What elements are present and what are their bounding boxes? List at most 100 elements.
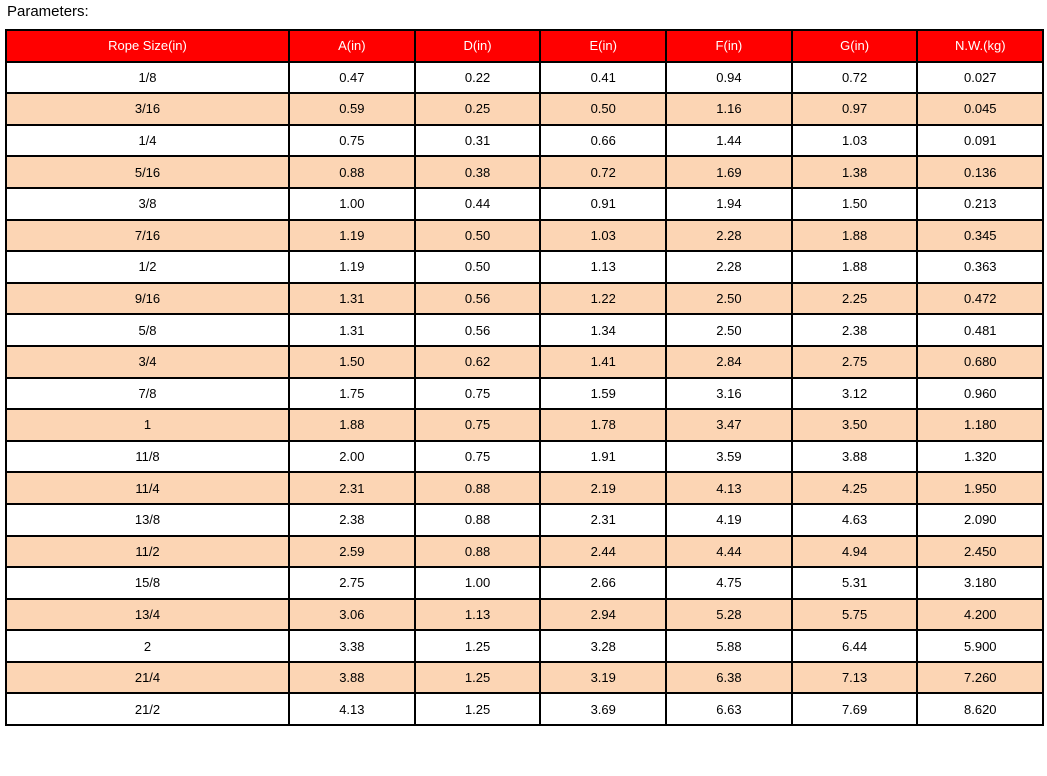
cell-g: 5.31 [790, 566, 919, 600]
cell-g: 7.13 [790, 660, 919, 695]
cell-f: 2.50 [665, 313, 793, 347]
cell-f: 1.16 [665, 92, 793, 126]
cell-f: 2.84 [665, 344, 793, 379]
cell-f: 2.50 [665, 281, 793, 316]
cell-g: 0.72 [790, 60, 919, 95]
cell-a: 1.31 [288, 281, 416, 316]
header-a: A(in) [288, 29, 416, 63]
table-row: 7/16 1.19 0.50 1.03 2.28 1.88 0.345 [5, 218, 1045, 253]
cell-g: 1.88 [790, 250, 919, 284]
table-row: 21/4 3.88 1.25 3.19 6.38 7.13 7.260 [5, 660, 1045, 695]
cell-d: 1.13 [413, 597, 542, 632]
cell-rope-size: 3/4 [5, 344, 290, 379]
table-row: 3/4 1.50 0.62 1.41 2.84 2.75 0.680 [5, 344, 1045, 379]
cell-d: 0.56 [413, 313, 542, 347]
cell-rope-size: 15/8 [5, 566, 290, 600]
cell-a: 0.59 [288, 92, 416, 126]
cell-net-weight: 0.363 [916, 250, 1045, 284]
cell-a: 2.75 [288, 566, 416, 600]
cell-rope-size: 5/8 [5, 313, 290, 347]
cell-f: 1.94 [665, 186, 793, 221]
table-row: 15/8 2.75 1.00 2.66 4.75 5.31 3.180 [5, 566, 1045, 600]
table-row: 1 1.88 0.75 1.78 3.47 3.50 1.180 [5, 408, 1045, 442]
cell-f: 3.16 [665, 376, 793, 411]
cell-g: 4.94 [790, 534, 919, 569]
table-row: 3/8 1.00 0.44 0.91 1.94 1.50 0.213 [5, 186, 1045, 221]
cell-net-weight: 2.450 [916, 534, 1045, 569]
cell-a: 0.47 [288, 60, 416, 95]
header-f: F(in) [665, 29, 793, 63]
table-row: 5/8 1.31 0.56 1.34 2.50 2.38 0.481 [5, 313, 1045, 347]
table-row: 1/4 0.75 0.31 0.66 1.44 1.03 0.091 [5, 123, 1045, 158]
cell-d: 0.56 [413, 281, 542, 316]
cell-net-weight: 0.960 [916, 376, 1045, 411]
cell-e: 2.94 [539, 597, 668, 632]
cell-g: 2.38 [790, 313, 919, 347]
cell-d: 0.62 [413, 344, 542, 379]
cell-d: 0.50 [413, 218, 542, 253]
cell-a: 1.31 [288, 313, 416, 347]
cell-net-weight: 3.180 [916, 566, 1045, 600]
cell-d: 1.00 [413, 566, 542, 600]
cell-net-weight: 0.027 [916, 60, 1045, 95]
cell-e: 1.13 [539, 250, 668, 284]
cell-e: 2.31 [539, 502, 668, 537]
cell-d: 0.75 [413, 439, 542, 474]
cell-f: 3.59 [665, 439, 793, 474]
cell-a: 0.75 [288, 123, 416, 158]
parameters-table: Rope Size(in) A(in) D(in) E(in) F(in) G(in) N.… [5, 29, 1045, 727]
cell-e: 2.44 [539, 534, 668, 569]
table-body: 1/8 0.47 0.22 0.41 0.94 0.72 0.027 3/16 0.59 0.25… [5, 60, 1045, 727]
cell-a: 3.06 [288, 597, 416, 632]
cell-net-weight: 1.950 [916, 471, 1045, 505]
cell-d: 1.25 [413, 660, 542, 695]
table-row: 7/8 1.75 0.75 1.59 3.16 3.12 0.960 [5, 376, 1045, 411]
cell-d: 0.88 [413, 471, 542, 505]
cell-net-weight: 0.481 [916, 313, 1045, 347]
cell-d: 0.31 [413, 123, 542, 158]
cell-d: 0.25 [413, 92, 542, 126]
cell-net-weight: 0.136 [916, 155, 1045, 189]
cell-e: 3.28 [539, 629, 668, 663]
cell-f: 1.44 [665, 123, 793, 158]
cell-e: 0.91 [539, 186, 668, 221]
table-row: 11/4 2.31 0.88 2.19 4.13 4.25 1.950 [5, 471, 1045, 505]
cell-a: 2.38 [288, 502, 416, 537]
cell-rope-size: 13/8 [5, 502, 290, 537]
table-row: 13/8 2.38 0.88 2.31 4.19 4.63 2.090 [5, 502, 1045, 537]
cell-net-weight: 0.680 [916, 344, 1045, 379]
cell-a: 1.19 [288, 250, 416, 284]
cell-g: 0.97 [790, 92, 919, 126]
cell-a: 1.00 [288, 186, 416, 221]
cell-f: 5.28 [665, 597, 793, 632]
cell-e: 3.19 [539, 660, 668, 695]
cell-rope-size: 11/4 [5, 471, 290, 505]
cell-rope-size: 7/8 [5, 376, 290, 411]
cell-f: 6.63 [665, 692, 793, 727]
cell-g: 1.88 [790, 218, 919, 253]
cell-a: 2.00 [288, 439, 416, 474]
cell-e: 1.41 [539, 344, 668, 379]
cell-g: 2.25 [790, 281, 919, 316]
cell-net-weight: 8.620 [916, 692, 1045, 727]
cell-f: 6.38 [665, 660, 793, 695]
cell-d: 0.88 [413, 502, 542, 537]
cell-net-weight: 1.320 [916, 439, 1045, 474]
cell-d: 0.75 [413, 408, 542, 442]
cell-f: 0.94 [665, 60, 793, 95]
table-row: 21/2 4.13 1.25 3.69 6.63 7.69 8.620 [5, 692, 1045, 727]
cell-d: 1.25 [413, 692, 542, 727]
cell-g: 2.75 [790, 344, 919, 379]
cell-net-weight: 5.900 [916, 629, 1045, 663]
cell-f: 2.28 [665, 250, 793, 284]
section-title: Parameters: [7, 3, 89, 20]
cell-net-weight: 7.260 [916, 660, 1045, 695]
cell-d: 0.50 [413, 250, 542, 284]
cell-e: 0.50 [539, 92, 668, 126]
header-e: E(in) [539, 29, 668, 63]
table-header-row: Rope Size(in) A(in) D(in) E(in) F(in) G(in) N.… [5, 29, 1045, 63]
table-row: 11/2 2.59 0.88 2.44 4.44 4.94 2.450 [5, 534, 1045, 569]
cell-rope-size: 3/8 [5, 186, 290, 221]
cell-net-weight: 0.045 [916, 92, 1045, 126]
cell-e: 1.59 [539, 376, 668, 411]
